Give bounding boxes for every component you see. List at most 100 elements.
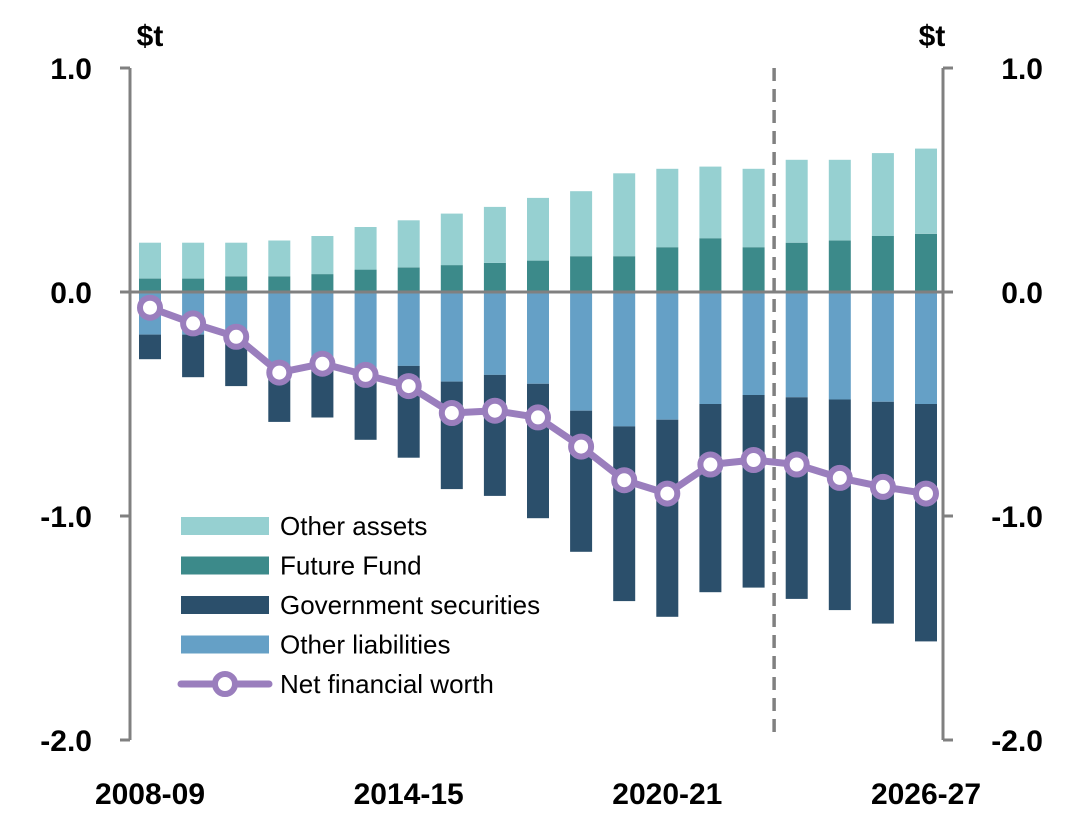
bar-other-assets-2008-09 [139,242,161,279]
bar-future-fund-2020-21 [656,247,679,292]
right-ytick-label: -2.0 [991,725,1043,758]
xtick-label: 2020-21 [612,778,722,811]
point-net-financial-worth-2015-16 [438,400,465,426]
legend-label-future-fund: Future Fund [280,551,422,581]
point-net-financial-worth-2017-18 [525,404,551,431]
left-ytick-label: 1.0 [50,53,92,86]
legend-swatch-other-assets [181,517,269,535]
legend-swatch-future-fund [181,556,269,575]
axes-layer [120,66,953,742]
bar-other-assets-2021-22 [699,166,722,239]
bar-government-securities-2015-16 [440,381,463,490]
bar-other-assets-2017-18 [527,197,549,261]
bar-other-liabilities-2026-27 [915,292,937,404]
bar-government-securities-2008-09 [139,334,161,360]
xtick-label: 2014-15 [354,778,464,811]
bar-other-assets-2022-23 [742,168,765,248]
right-unit-label: $t [919,20,946,53]
bar-other-liabilities-2019-20 [613,292,636,427]
point-net-financial-worth-2013-14 [352,361,379,388]
right-ytick-label: 0.0 [1001,277,1043,310]
point-net-financial-worth-2014-15 [395,373,422,400]
point-net-financial-worth-2009-10 [180,310,207,337]
bar-other-assets-2018-19 [570,191,593,257]
bar-government-securities-2013-14 [354,377,377,440]
bar-other-assets-2020-21 [656,168,679,248]
point-net-financial-worth-2011-12 [266,359,293,386]
bar-government-securities-2021-22 [699,404,722,593]
bar-other-assets-2012-13 [311,236,334,275]
bar-other-liabilities-2020-21 [656,292,679,420]
bar-other-liabilities-2018-19 [570,292,593,411]
bar-other-liabilities-2022-23 [742,292,765,395]
right-ytick-label: -1.0 [991,501,1043,534]
bar-future-fund-2023-24 [785,242,808,292]
bar-government-securities-2012-13 [311,363,334,418]
bar-other-liabilities-2014-15 [397,292,420,366]
labels-layer: $t $t 1.0 1.00.0 0.0-1.0 -1.0-2.0 -2.02008-0… [40,20,1043,811]
point-net-financial-worth-2010-11 [223,323,250,350]
point-net-financial-worth-2018-19 [568,433,595,460]
bar-government-securities-2026-27 [915,404,937,642]
left-unit-label: $t [137,20,164,53]
xtick-label: 2008-09 [95,778,205,811]
legend-label-other-assets: Other assets [280,511,427,541]
bar-government-securities-2017-18 [527,383,549,519]
point-net-financial-worth-2020-21 [654,480,681,507]
bar-government-securities-2024-25 [828,399,851,611]
bar-other-liabilities-2013-14 [354,292,377,378]
bar-future-fund-2015-16 [440,265,463,292]
bar-future-fund-2009-10 [182,278,205,292]
bar-other-liabilities-2025-26 [871,292,894,402]
bar-other-assets-2019-20 [613,173,636,257]
bar-government-securities-2019-20 [613,426,636,602]
bar-future-fund-2017-18 [527,260,549,292]
point-net-financial-worth-2023-24 [783,451,810,478]
bar-future-fund-2019-20 [613,256,636,292]
bar-other-liabilities-2016-17 [483,292,506,375]
legend-label-other-liabilities: Other liabilities [280,630,451,660]
bar-other-assets-2026-27 [915,148,937,234]
bar-other-assets-2011-12 [268,240,291,277]
left-ytick-label: 0.0 [50,277,92,310]
bar-other-assets-2010-11 [225,242,248,277]
bar-future-fund-2010-11 [225,276,248,292]
bar-other-liabilities-2021-22 [699,292,722,404]
bar-future-fund-2021-22 [699,238,722,292]
right-ytick-label: 1.0 [1001,53,1043,86]
bar-future-fund-2024-25 [828,240,851,292]
point-net-financial-worth-2024-25 [826,464,853,491]
bar-other-liabilities-2012-13 [311,292,334,364]
legend-swatch-government-securities [181,596,269,614]
point-net-financial-worth-2016-17 [481,397,508,424]
point-net-financial-worth-2012-13 [309,350,336,377]
point-net-financial-worth-2008-09 [137,294,163,321]
bar-other-liabilities-2015-16 [440,292,463,382]
point-net-financial-worth-2019-20 [611,467,638,494]
line-layer [137,294,939,507]
bar-other-assets-2013-14 [354,227,377,270]
left-ytick-label: -2.0 [40,725,92,758]
bar-future-fund-2025-26 [871,236,894,292]
bar-future-fund-2014-15 [397,267,420,292]
bar-future-fund-2026-27 [915,233,937,292]
point-net-financial-worth-2025-26 [869,473,896,500]
legend-label-net-financial-worth: Net financial worth [280,669,494,699]
bar-other-assets-2023-24 [785,159,808,243]
bar-future-fund-2013-14 [354,269,377,292]
bar-other-assets-2015-16 [440,213,463,266]
legend-marker-net-financial-worth [212,671,238,697]
point-net-financial-worth-2026-27 [913,480,939,507]
bar-government-securities-2009-10 [182,334,205,378]
bar-government-securities-2022-23 [742,395,765,588]
bar-other-liabilities-2023-24 [785,292,808,398]
bar-future-fund-2018-19 [570,256,593,292]
point-net-financial-worth-2021-22 [697,451,724,478]
bar-government-securities-2016-17 [483,374,506,496]
left-ytick-label: -1.0 [40,501,92,534]
bar-other-assets-2025-26 [871,153,894,236]
bar-other-liabilities-2017-18 [527,292,549,384]
legend: Other assets Future Fund Government securi… [177,511,540,699]
